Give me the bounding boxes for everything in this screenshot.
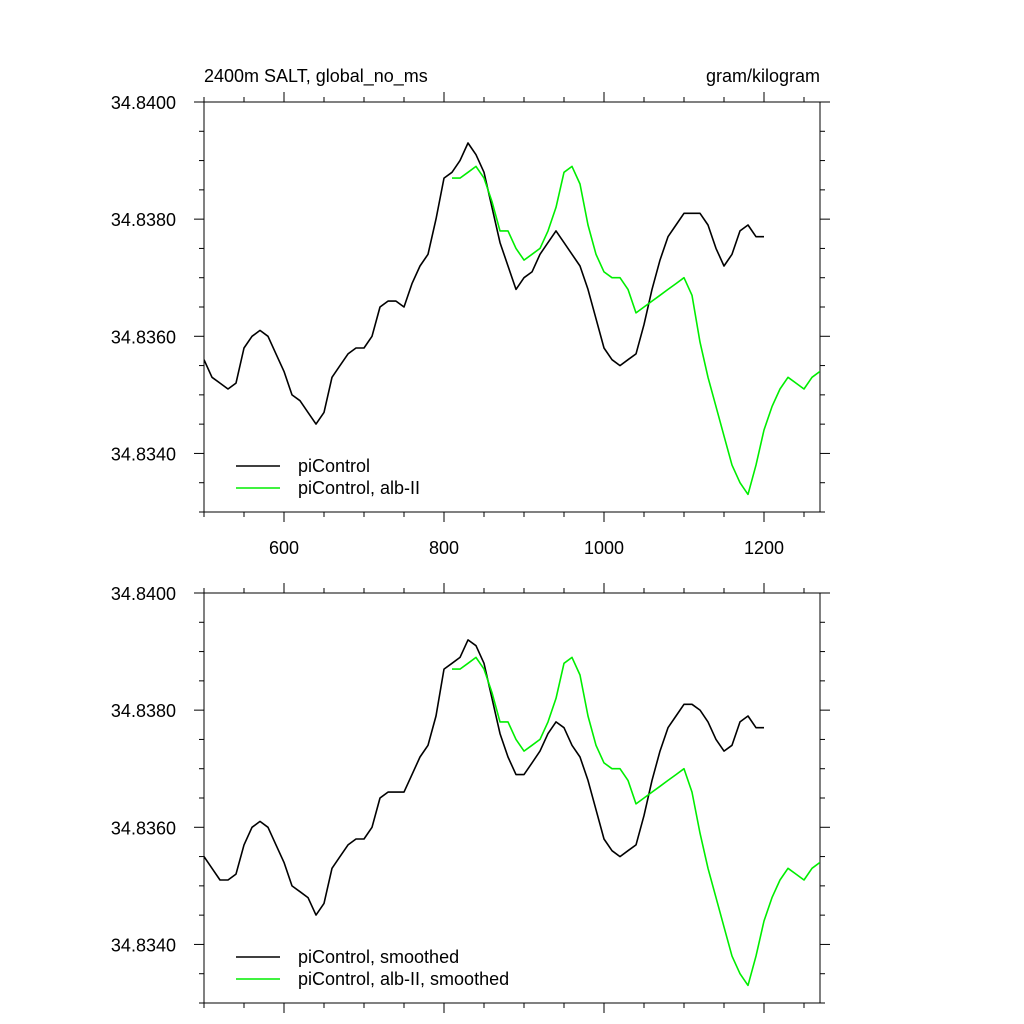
series-line-2 (452, 656, 820, 987)
y-tick-label: 34.8360 (111, 327, 176, 347)
chart-title: 2400m SALT, global_no_ms (204, 66, 428, 87)
y-tick-label: 34.8380 (111, 701, 176, 721)
x-tick-label: 600 (269, 538, 299, 558)
legend-label-2: piControl, alb-II (298, 478, 420, 498)
legend-label-2: piControl, alb-II, smoothed (298, 969, 509, 989)
x-tick-label: 800 (429, 538, 459, 558)
legend-label-1: piControl, smoothed (298, 947, 459, 967)
legend-label-1: piControl (298, 456, 370, 476)
x-tick-label: 1200 (744, 538, 784, 558)
y-tick-label: 34.8360 (111, 818, 176, 838)
chart-units: gram/kilogram (706, 66, 820, 86)
series-line-2 (452, 165, 820, 496)
y-tick-label: 34.8400 (111, 584, 176, 604)
chart-panel-2: 34.8340 34.8360 34.8380 34.8400 piControl, s… (111, 583, 830, 1013)
y-tick-label: 34.8400 (111, 93, 176, 113)
chart-panel-1: 2400m SALT, global_no_ms gram/kilogram 600… (111, 66, 830, 558)
y-tick-label: 34.8380 (111, 210, 176, 230)
series-line-1 (204, 639, 764, 916)
y-tick-label: 34.8340 (111, 444, 176, 464)
y-tick-label: 34.8340 (111, 935, 176, 955)
series-line-1 (204, 142, 764, 425)
x-tick-label: 1000 (584, 538, 624, 558)
